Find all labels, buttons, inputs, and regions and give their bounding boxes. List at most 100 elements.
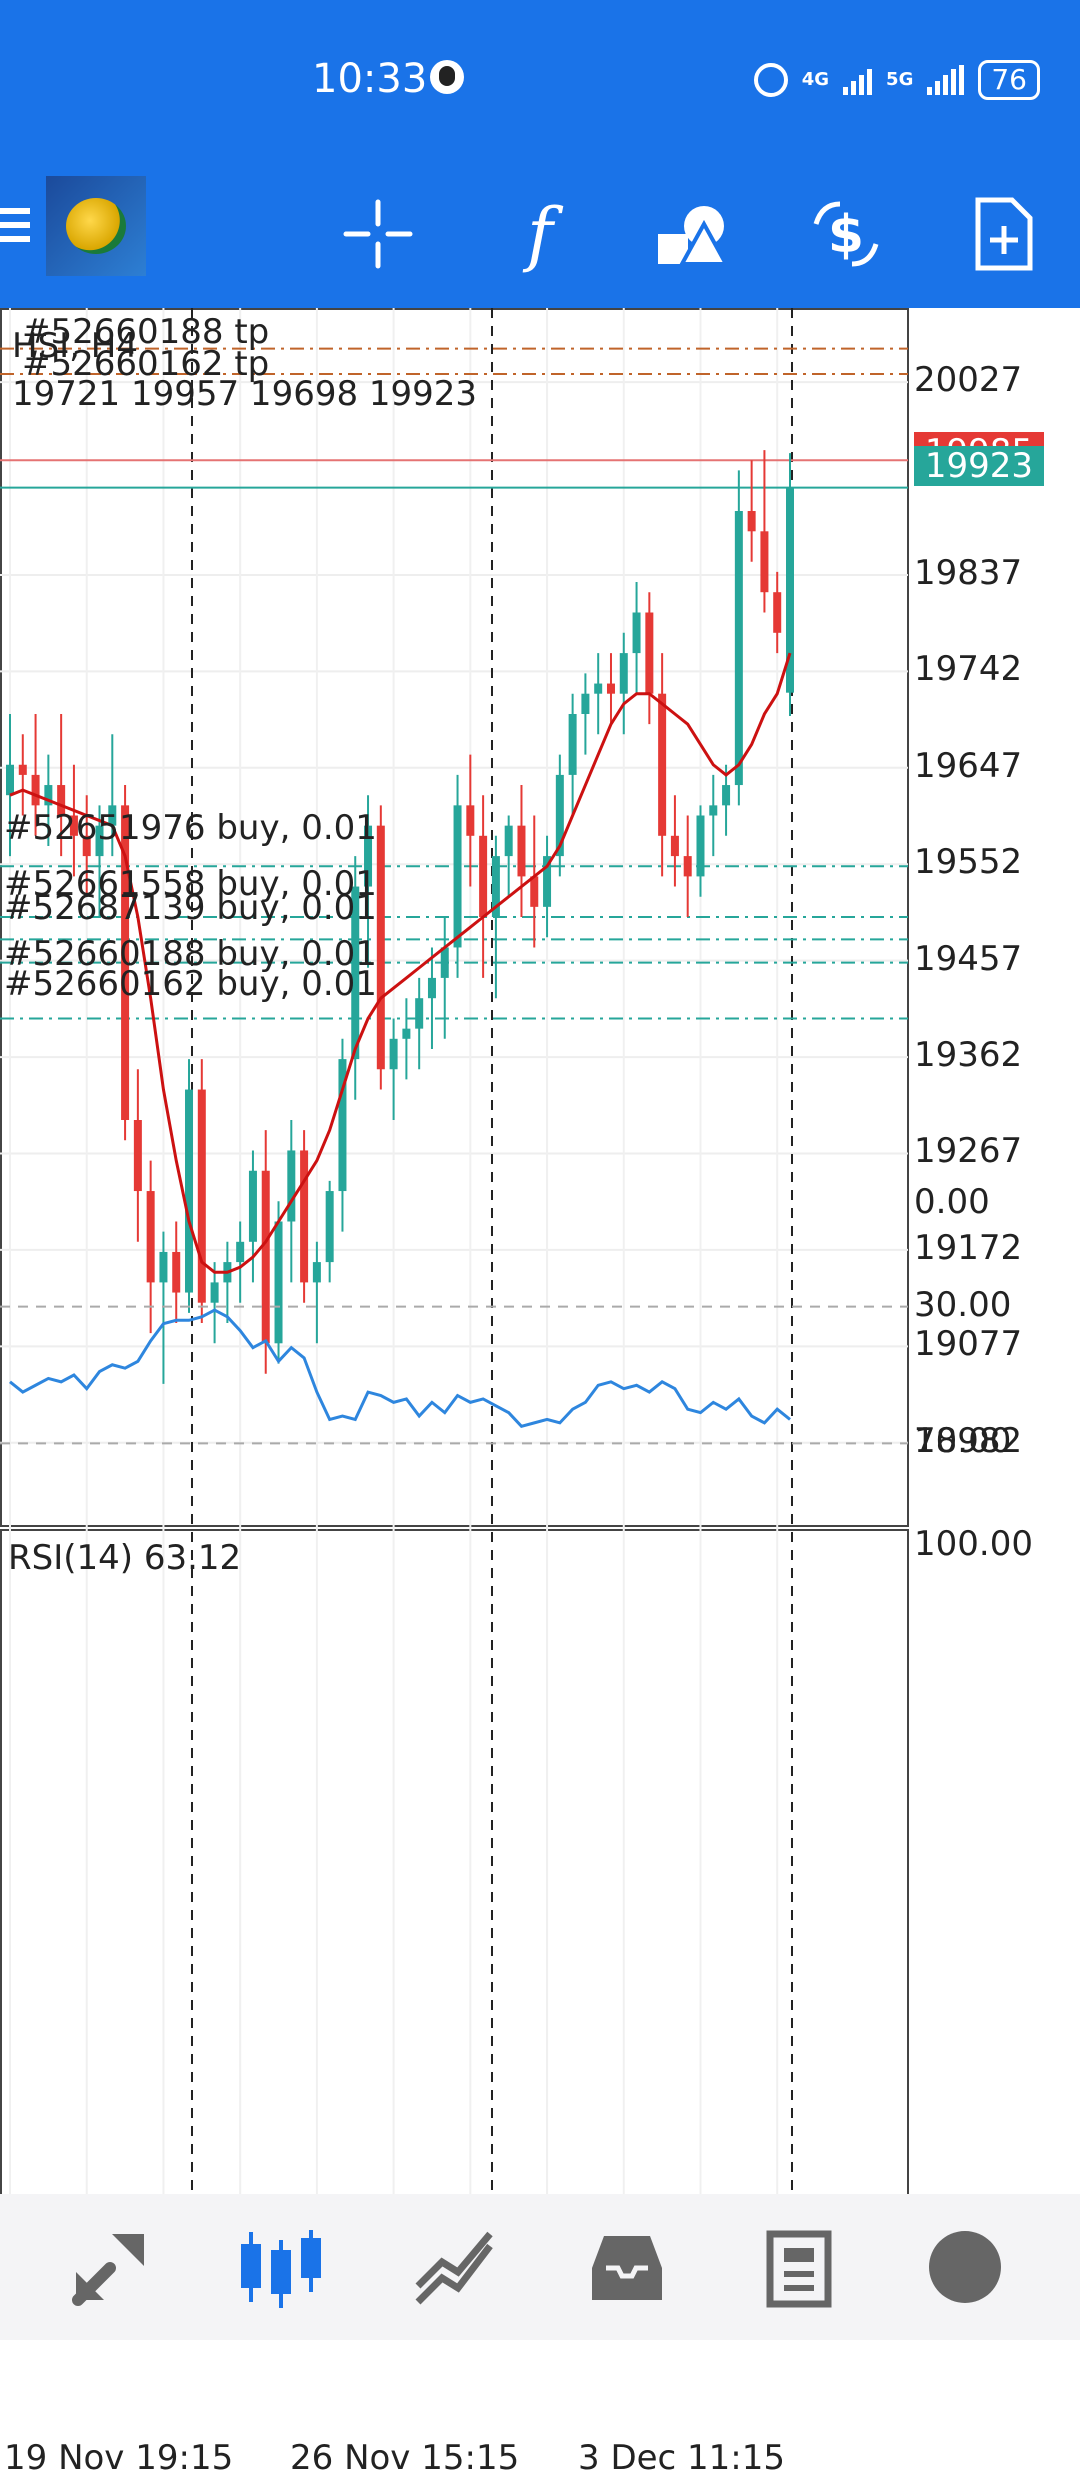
candle-body [376,825,385,1070]
candle-body [530,876,539,907]
order-label: #52687139 buy, 0.01 [4,888,377,928]
candle-body [338,1059,347,1192]
candle-body [760,531,769,593]
candle-body [415,998,424,1029]
candle-body [722,785,731,806]
candle-body [440,947,449,978]
menu-icon[interactable] [0,200,30,260]
order-label: #52660162 buy, 0.01 [4,964,377,1004]
time-axis-label: 26 Nov 15:15 [290,2438,520,2478]
candle-body [300,1150,309,1283]
price-axis-label: 19457 [914,938,1023,979]
candle-body [287,1150,296,1222]
candle-body [555,774,564,857]
candle-body [248,1170,257,1242]
symbol-timeframe-label: HSI, H4 [12,326,138,366]
candle-body [18,764,27,775]
trade-nav-icon[interactable] [410,2222,500,2312]
new-order-icon[interactable] [964,194,1044,274]
rsi-axis-label: 0.00 [914,1182,990,1222]
candle-body [466,805,475,836]
candle-body [479,835,488,917]
current-price-badge: 19923 [914,446,1044,486]
candle-body [6,764,14,796]
candle-body [683,856,692,877]
price-axis-label: 19647 [914,745,1023,786]
function-icon[interactable]: f [527,193,553,275]
rsi-label: RSI(14) 63.12 [8,1538,242,1578]
candle-body [670,835,679,857]
candle-body [427,977,436,999]
candle-body [210,1282,219,1303]
price-axis-label: 19362 [914,1035,1023,1076]
candle-body [197,1089,206,1303]
candle-body [121,805,130,1120]
candle-body [543,856,552,907]
candle-body [312,1262,321,1283]
candle-body [325,1191,334,1263]
rsi-axis-label: 100.00 [914,1524,1033,1564]
candle-body [504,825,513,857]
status-right-group: 4G 5G 76 [753,60,1040,100]
alarm-icon [753,63,788,97]
order-label: #52661558 buy, 0.01 [4,864,377,904]
network-5g-label: 5G [886,69,914,90]
candle-body [696,815,705,877]
chart-nav-icon[interactable] [236,2222,326,2312]
bottom-navigation [0,2194,1080,2340]
candle-body [146,1191,155,1283]
candle-body [709,805,718,816]
candle-body [453,805,462,948]
quotes-nav-icon[interactable] [66,2222,156,2312]
history-nav-icon[interactable] [582,2222,672,2312]
candle-body [619,653,628,694]
candle-body [773,592,782,633]
order-label: #52651976 buy, 0.01 [4,808,377,848]
ohlc-readout: 19721 19957 19698 19923 [12,374,478,414]
price-axis-label: 19077 [914,1324,1023,1365]
crosshair-icon[interactable] [338,194,418,274]
status-time: 10:33 [312,56,428,102]
candle-body [632,612,641,654]
candle-body [69,815,78,836]
candle-body [31,774,40,806]
candle-body [261,1170,270,1344]
rsi-axis-label: 30.00 [914,1284,1012,1325]
candle-body [786,487,794,693]
candle-body [133,1120,142,1192]
candle-body [581,693,590,714]
candle-body [606,683,615,694]
candle-body [734,511,743,786]
candle-body [747,511,756,532]
price-axis-label: 19552 [914,842,1023,883]
price-axis-label: 19742 [914,649,1023,690]
price-axis-label: 18982 [914,1420,1023,1461]
candle-body [491,856,500,917]
candle-body [389,1038,398,1070]
price-axis-label: 19267 [914,1131,1023,1172]
signal-5g-icon [927,65,965,95]
qq-icon [430,60,464,94]
moving-average-line [9,652,792,1274]
chat-nav-icon[interactable] [920,2222,1010,2312]
candlestick-chart[interactable] [0,308,1080,2421]
battery-indicator: 76 [978,60,1040,100]
candle-body [185,1089,194,1293]
price-axis-label: 19837 [914,552,1023,593]
metatrader-logo[interactable] [46,176,146,276]
time-axis-label: 19 Nov 19:15 [4,2438,234,2478]
rsi-pane-frame [0,1529,909,2421]
candle-body [402,1028,411,1039]
price-axis-label: 19172 [914,1227,1023,1268]
candle-body [57,785,66,816]
candle-body [172,1251,181,1293]
chart-area[interactable]: 20027 19837 19742 19647 19552 19457 19362 19267… [0,308,1080,2478]
chart-toolbar: f $ [0,160,1080,308]
news-nav-icon[interactable] [760,2222,850,2312]
time-axis-label: 3 Dec 11:15 [578,2438,786,2478]
candle-body [274,1221,283,1344]
trade-icon[interactable]: $ [806,194,886,274]
objects-icon[interactable] [652,194,732,274]
order-label: #52660188 tp [22,312,270,352]
order-label: #52660188 buy, 0.01 [4,934,377,974]
